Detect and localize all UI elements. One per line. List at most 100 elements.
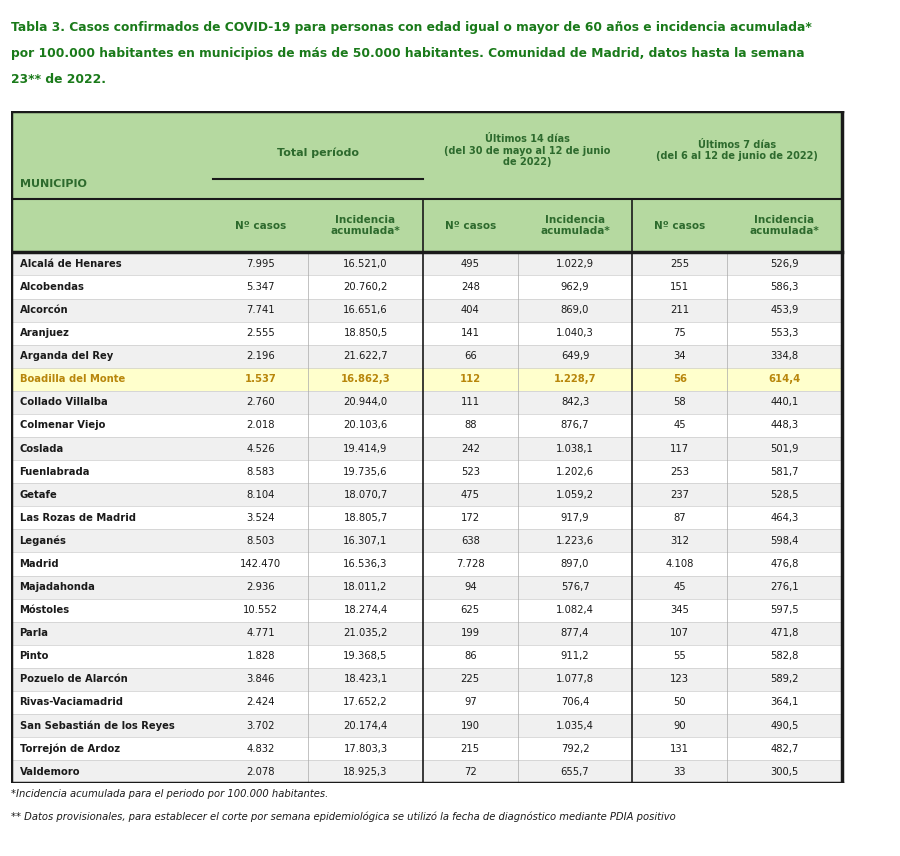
Text: 33: 33 [673,767,686,776]
Text: 1.223,6: 1.223,6 [556,536,594,546]
Text: 123: 123 [670,675,689,685]
Text: Getafe: Getafe [20,490,58,500]
Text: Aranjuez: Aranjuez [20,328,69,338]
Text: Nº casos: Nº casos [654,221,706,230]
Text: 2.424: 2.424 [247,698,275,707]
Text: 18.070,7: 18.070,7 [344,490,388,500]
Text: 1.059,2: 1.059,2 [556,490,594,500]
Text: 917,9: 917,9 [561,513,590,523]
Bar [11,529,842,552]
Text: 58: 58 [673,397,686,407]
Text: 471,8: 471,8 [770,628,798,639]
Text: 142.470: 142.470 [240,559,282,569]
Text: 16.651,6: 16.651,6 [343,305,388,315]
Text: 72: 72 [464,767,477,776]
Text: 625: 625 [461,605,480,615]
Bar [11,276,842,299]
Text: 792,2: 792,2 [561,744,590,753]
Text: 117: 117 [670,443,689,454]
Text: 1.035,4: 1.035,4 [556,721,594,730]
Text: 1.022,9: 1.022,9 [556,259,594,269]
Text: 655,7: 655,7 [561,767,590,776]
Text: 876,7: 876,7 [561,420,590,431]
Text: Las Rozas de Madrid: Las Rozas de Madrid [20,513,136,523]
Text: 962,9: 962,9 [561,282,590,292]
Text: 8.104: 8.104 [247,490,275,500]
Text: 141: 141 [461,328,480,338]
Text: 225: 225 [461,675,480,685]
Text: 20.760,2: 20.760,2 [343,282,388,292]
Text: 476,8: 476,8 [770,559,798,569]
Text: 18.805,7: 18.805,7 [344,513,388,523]
Text: Fuenlabrada: Fuenlabrada [20,467,90,477]
Bar [11,737,842,760]
Text: 3.846: 3.846 [247,675,275,685]
Text: 582,8: 582,8 [770,651,798,662]
Text: 649,9: 649,9 [561,351,590,361]
Text: 404: 404 [461,305,480,315]
Bar [11,598,842,621]
Text: 528,5: 528,5 [770,490,798,500]
Text: 199: 199 [461,628,480,639]
Text: 2.078: 2.078 [247,767,275,776]
Text: 190: 190 [461,721,480,730]
Text: Últimos 7 días
(del 6 al 12 de junio de 2022): Últimos 7 días (del 6 al 12 de junio de … [656,140,818,162]
Text: Colmenar Viejo: Colmenar Viejo [20,420,105,431]
Text: 1.077,8: 1.077,8 [556,675,594,685]
Text: 482,7: 482,7 [770,744,798,753]
Text: Parla: Parla [20,628,49,639]
Text: 4.771: 4.771 [247,628,275,639]
Text: 869,0: 869,0 [561,305,590,315]
Text: Móstoles: Móstoles [20,605,69,615]
Text: 553,3: 553,3 [770,328,798,338]
Text: 97: 97 [464,698,477,707]
Text: 495: 495 [461,259,480,269]
Text: 7.741: 7.741 [247,305,275,315]
Text: 581,7: 581,7 [770,467,798,477]
Text: 215: 215 [461,744,480,753]
Text: 897,0: 897,0 [561,559,590,569]
Text: Leganés: Leganés [20,536,67,546]
Text: 45: 45 [673,420,686,431]
Text: 526,9: 526,9 [770,259,799,269]
Text: 18.423,1: 18.423,1 [344,675,388,685]
Text: 2.936: 2.936 [247,582,275,592]
Bar [11,111,842,199]
Bar [11,299,842,322]
Text: 276,1: 276,1 [770,582,799,592]
Text: 17.803,3: 17.803,3 [344,744,388,753]
Text: Valdemoro: Valdemoro [20,767,80,776]
Text: 501,9: 501,9 [770,443,798,454]
Text: 45: 45 [673,582,686,592]
Text: Torrejón de Ardoz: Torrejón de Ardoz [20,743,120,754]
Text: Alcalá de Henares: Alcalá de Henares [20,259,122,269]
Bar [11,621,842,645]
Text: Incidencia
acumulada*: Incidencia acumulada* [750,215,819,236]
Text: 312: 312 [670,536,689,546]
Text: 638: 638 [461,536,480,546]
Text: Nº casos: Nº casos [235,221,286,230]
Bar [11,760,842,783]
Text: 107: 107 [670,628,689,639]
Text: 5.347: 5.347 [247,282,275,292]
Text: 20.103,6: 20.103,6 [344,420,388,431]
Text: 16.862,3: 16.862,3 [341,374,391,384]
Bar [11,322,842,345]
Text: Incidencia
acumulada*: Incidencia acumulada* [330,215,400,236]
Text: 597,5: 597,5 [770,605,799,615]
Text: 20.944,0: 20.944,0 [344,397,388,407]
Text: 334,8: 334,8 [770,351,798,361]
Bar [11,668,842,691]
Text: 255: 255 [670,259,689,269]
Text: 598,4: 598,4 [770,536,798,546]
Bar [11,714,842,737]
Text: Alcobendas: Alcobendas [20,282,85,292]
Text: 300,5: 300,5 [770,767,798,776]
Text: 16.521,0: 16.521,0 [343,259,388,269]
Text: 66: 66 [464,351,477,361]
Text: 90: 90 [673,721,686,730]
Text: Collado Villalba: Collado Villalba [20,397,107,407]
Bar [11,368,842,391]
Text: 94: 94 [464,582,477,592]
Text: 2.196: 2.196 [247,351,275,361]
